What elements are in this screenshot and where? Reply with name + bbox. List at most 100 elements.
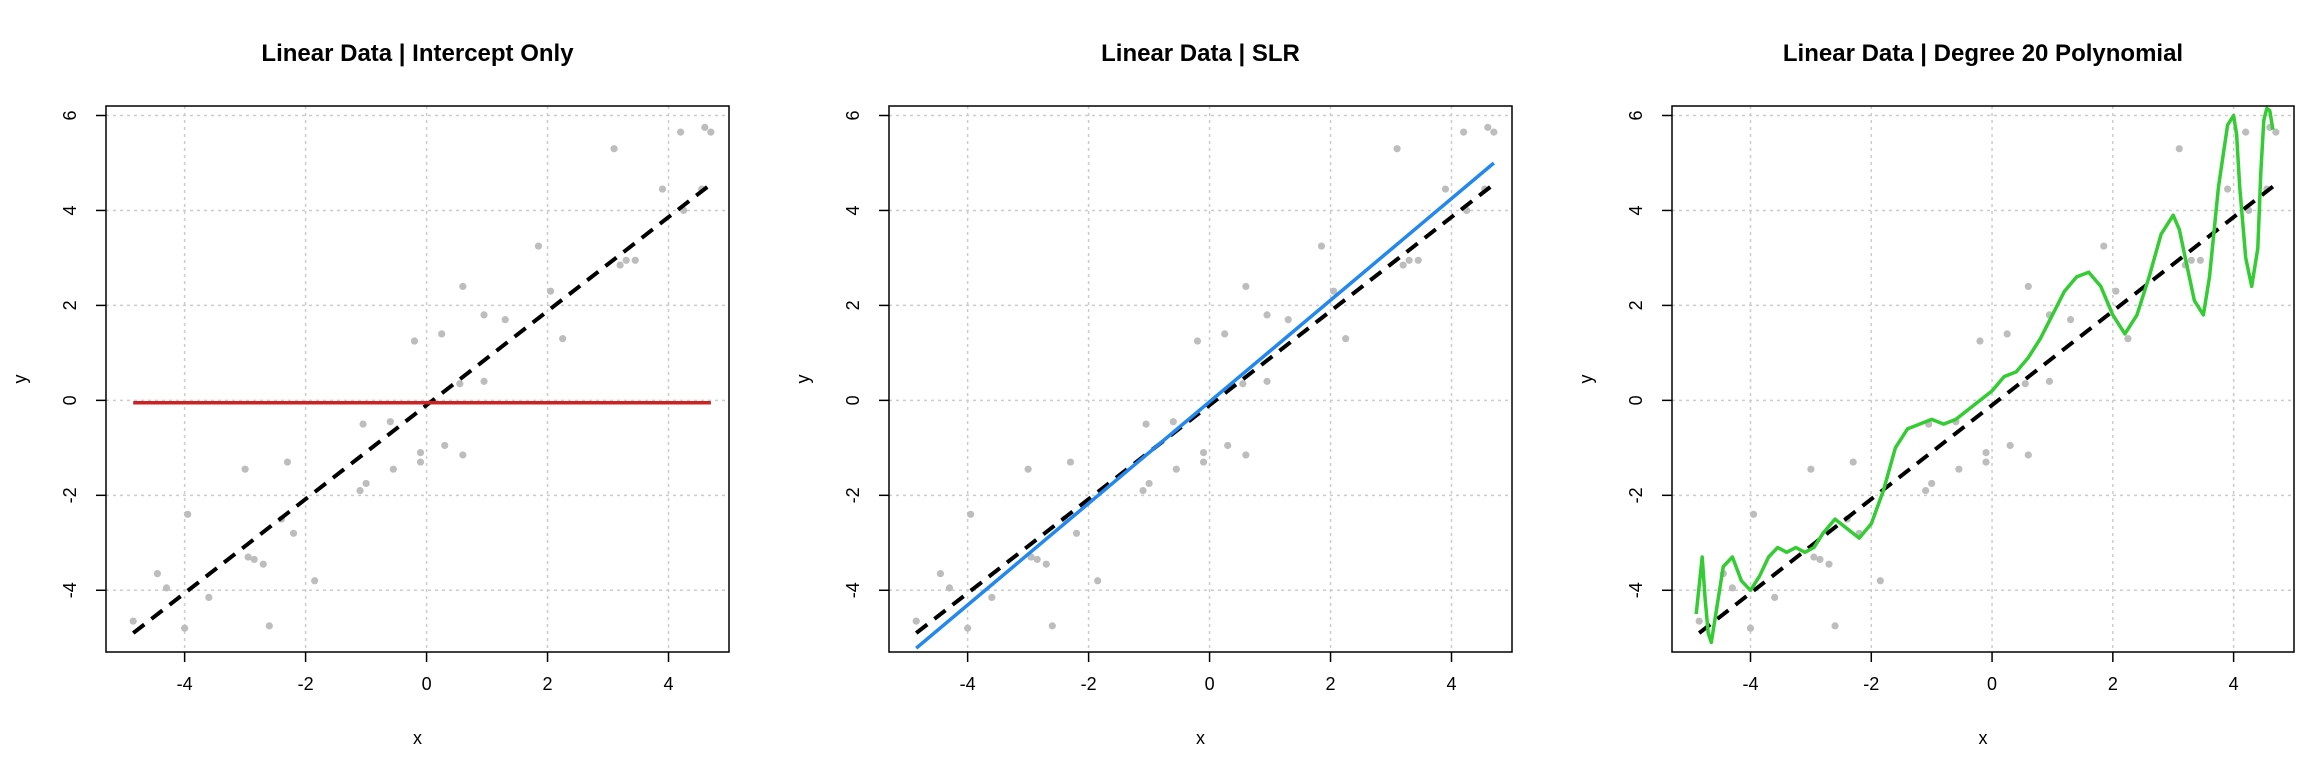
x-axis-label: x <box>1979 728 1988 748</box>
y-tick-label: 6 <box>843 110 863 120</box>
x-tick-label: 4 <box>664 674 674 694</box>
y-tick-label: -4 <box>1626 582 1646 598</box>
data-point <box>912 617 920 625</box>
data-point <box>265 622 273 630</box>
data-point <box>129 617 137 625</box>
data-point <box>967 510 975 518</box>
y-tick-label: -2 <box>843 487 863 503</box>
data-point <box>1048 622 1056 630</box>
data-point <box>480 311 488 319</box>
plot-frame <box>888 105 1513 653</box>
x-tick-label: 2 <box>2108 674 2118 694</box>
data-point <box>1405 256 1413 264</box>
y-tick-label: -4 <box>843 582 863 598</box>
grid <box>1672 106 2294 652</box>
data-point <box>1728 584 1736 592</box>
data-point <box>356 486 364 495</box>
data-point <box>1807 465 1815 473</box>
data-point <box>622 256 630 264</box>
data-point <box>205 593 213 602</box>
data-point <box>459 282 467 291</box>
data-point <box>153 570 162 578</box>
y-tick-label: 4 <box>1626 205 1646 215</box>
data-point <box>1193 337 1202 345</box>
data-point <box>1199 458 1208 466</box>
data-point <box>1393 145 1401 153</box>
slr-fit-line <box>915 161 1495 650</box>
x-axis-label: x <box>413 728 422 748</box>
x-tick-label: 0 <box>1987 674 1997 694</box>
data-point <box>1922 486 1930 495</box>
data-point <box>1810 553 1818 561</box>
data-point <box>2196 256 2204 264</box>
data-point <box>1224 441 1232 450</box>
data-point <box>616 261 624 269</box>
data-point <box>2112 287 2120 295</box>
data-point <box>701 123 709 131</box>
data-point <box>936 570 945 578</box>
grid <box>889 106 1512 652</box>
data-point <box>631 256 639 264</box>
panel-1: -4 -2 0 2 4 -4 -2 0 2 4 6 Linear Data | Intercept O… <box>10 40 730 748</box>
panel-2: -4 -2 0 2 4 -4 -2 0 2 4 6 Linear Data | SLR x y <box>793 40 1513 748</box>
data-point <box>410 337 419 345</box>
y-axis-label: y <box>10 375 30 384</box>
data-point <box>1242 451 1250 459</box>
series-group <box>1694 106 2278 645</box>
data-point <box>438 330 446 338</box>
y-tick-label: 4 <box>843 205 863 215</box>
panel-title: Linear Data | Intercept Only <box>261 40 574 67</box>
data-point <box>1414 256 1422 264</box>
data-points <box>912 123 1498 632</box>
x-tick-label: 0 <box>1205 674 1215 694</box>
data-point <box>2187 256 2195 264</box>
true-mean-line <box>1697 182 2278 635</box>
data-point <box>1831 622 1839 630</box>
x-tick-label: 2 <box>543 674 553 694</box>
data-point <box>707 128 715 136</box>
true-mean-line <box>131 182 713 635</box>
x-tick-label: -4 <box>177 674 193 694</box>
data-point <box>1976 337 1984 345</box>
y-tick-label: -2 <box>60 487 80 503</box>
data-point <box>534 242 543 250</box>
data-point <box>677 128 685 136</box>
data-point <box>988 593 996 602</box>
data-point <box>964 624 972 632</box>
data-point <box>559 335 567 343</box>
y-tick-label: 4 <box>60 205 80 215</box>
x-tick-label: -4 <box>960 674 976 694</box>
data-point <box>1460 128 1468 136</box>
data-point <box>546 287 555 295</box>
plot-frame <box>105 105 730 653</box>
data-point <box>1749 510 1758 518</box>
data-point <box>1484 123 1492 131</box>
y-tick-label: 0 <box>843 395 863 405</box>
x-tick-label: -4 <box>1742 674 1758 694</box>
data-point <box>241 465 249 473</box>
data-point <box>2272 128 2280 136</box>
x-tick-label: 4 <box>2229 674 2239 694</box>
x-axis-label: x <box>1196 728 1205 748</box>
data-point <box>389 465 397 473</box>
x-tick-label: 2 <box>1326 674 1336 694</box>
x-tick-label: 0 <box>422 674 432 694</box>
data-point <box>1982 458 1990 466</box>
data-point <box>1849 458 1857 466</box>
y-tick-label: 6 <box>1626 110 1646 120</box>
data-point <box>2024 282 2032 291</box>
data-point <box>1033 555 1041 564</box>
x-tick-label: -2 <box>298 674 314 694</box>
data-point <box>1263 377 1271 385</box>
y-tick-label: 2 <box>60 300 80 310</box>
data-point <box>184 510 192 518</box>
data-point <box>416 448 425 457</box>
data-point <box>2024 451 2032 459</box>
y-tick-label: 0 <box>60 395 80 405</box>
data-point <box>362 479 370 488</box>
data-point <box>1145 479 1153 488</box>
data-point <box>1066 458 1075 466</box>
y-axis-label: y <box>1576 375 1596 384</box>
data-point <box>2100 242 2108 250</box>
polynomial-fit-line <box>1694 106 2275 645</box>
